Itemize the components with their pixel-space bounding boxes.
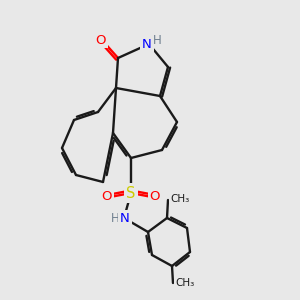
Text: O: O — [96, 34, 106, 46]
Text: S: S — [126, 185, 136, 200]
Text: N: N — [142, 38, 152, 50]
Text: O: O — [102, 190, 112, 203]
Text: H: H — [153, 34, 161, 46]
Text: CH₃: CH₃ — [175, 278, 194, 288]
Text: N: N — [120, 212, 130, 224]
Text: CH₃: CH₃ — [170, 194, 189, 204]
Text: O: O — [150, 190, 160, 203]
Text: H: H — [111, 212, 119, 224]
